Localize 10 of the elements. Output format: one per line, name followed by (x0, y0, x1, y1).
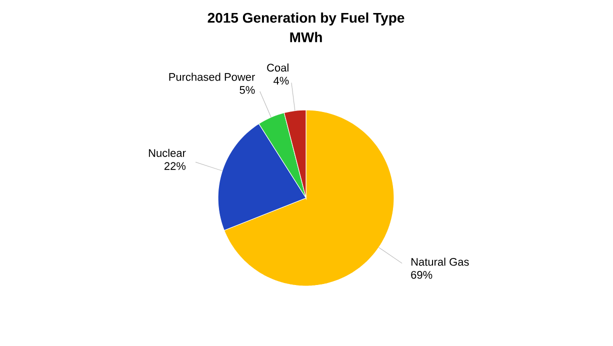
slice-label: Natural Gas (411, 258, 469, 266)
chart-subtitle: MWh (290, 32, 322, 42)
slice-label: Purchased Power (169, 72, 255, 81)
data-label: 69% (411, 271, 432, 279)
data-label: 4% (274, 76, 289, 85)
slice-label: Coal (267, 64, 288, 72)
data-label: 5% (240, 86, 255, 94)
data-label: 22% (164, 162, 186, 170)
slice-label: Nuclear (148, 148, 186, 157)
chart-title: 2015 Generation by Fuel Type (208, 12, 404, 26)
